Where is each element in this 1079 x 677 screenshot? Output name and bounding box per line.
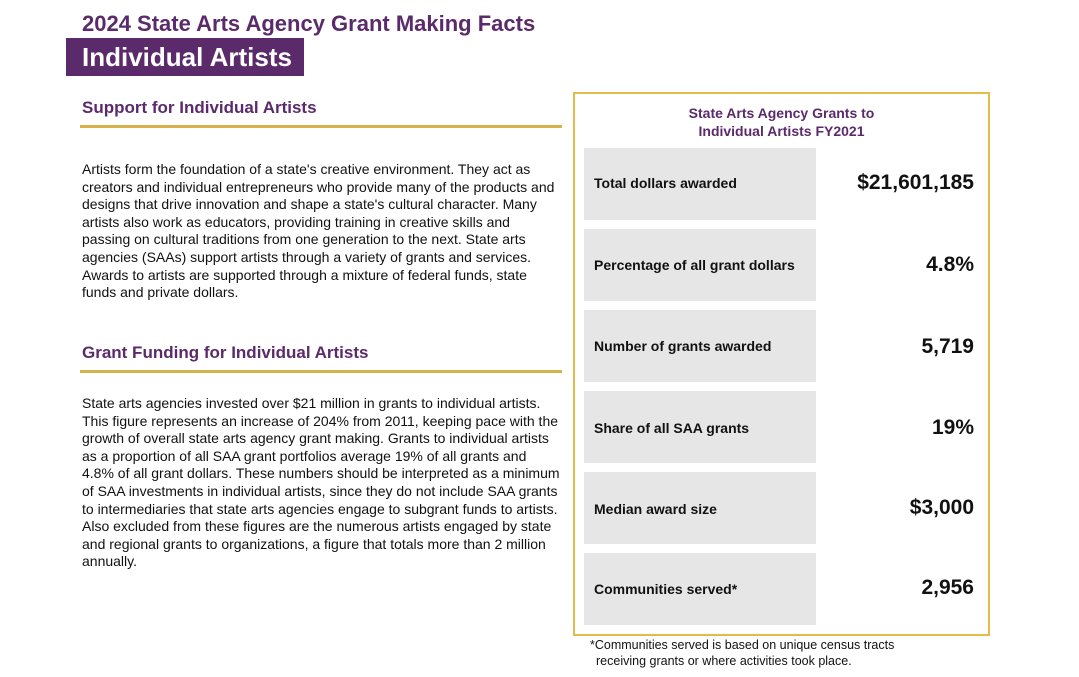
stat-value-communities: 2,956 [921, 576, 974, 599]
stat-value-median-award: $3,000 [909, 496, 974, 519]
stats-panel-title: State Arts Agency Grants to Individual A… [575, 104, 988, 140]
section-body-support: Artists form the foundation of a state's… [82, 161, 555, 301]
footnote-line1: *Communities served is based on unique c… [590, 638, 895, 652]
stats-panel-title-line2: Individual Artists FY2021 [698, 123, 865, 139]
section-body-funding: State arts agencies invested over $21 mi… [82, 395, 560, 570]
stat-label-median-award: Median award size [594, 501, 717, 517]
stat-label-communities: Communities served* [594, 581, 738, 597]
stat-value-share-grants: 19% [931, 416, 974, 439]
page-title: 2024 State Arts Agency Grant Making Fact… [82, 11, 536, 36]
section-divider [80, 370, 562, 373]
stat-value-total-dollars: $21,601,185 [857, 171, 974, 194]
stats-panel-title-line1: State Arts Agency Grants to [688, 105, 875, 121]
stat-label-number-grants: Number of grants awarded [594, 338, 772, 354]
stat-box-number-grants [584, 310, 816, 382]
stat-box-share-grants [584, 391, 816, 463]
stat-box-total-dollars [584, 148, 816, 220]
stat-box-percentage-dollars [584, 229, 816, 301]
section-divider [80, 125, 562, 128]
stat-label-total-dollars: Total dollars awarded [594, 175, 737, 191]
stats-panel: State Arts Agency Grants to Individual A… [573, 92, 990, 636]
stat-value-number-grants: 5,719 [921, 335, 974, 358]
stat-label-share-grants: Share of all SAA grants [594, 420, 750, 436]
footnote: *Communities served is based on unique c… [590, 637, 1050, 669]
stat-label-percentage-dollars: Percentage of all grant dollars [594, 257, 795, 273]
section-heading-support: Support for Individual Artists [82, 98, 317, 117]
stat-value-percentage-dollars: 4.8% [926, 253, 974, 276]
footnote-line2: receiving grants or where activities too… [596, 654, 852, 668]
section-heading-funding: Grant Funding for Individual Artists [82, 343, 369, 362]
page-subtitle-band: Individual Artists [66, 38, 304, 76]
stat-box-median-award [584, 472, 816, 544]
stat-box-communities [584, 553, 816, 625]
